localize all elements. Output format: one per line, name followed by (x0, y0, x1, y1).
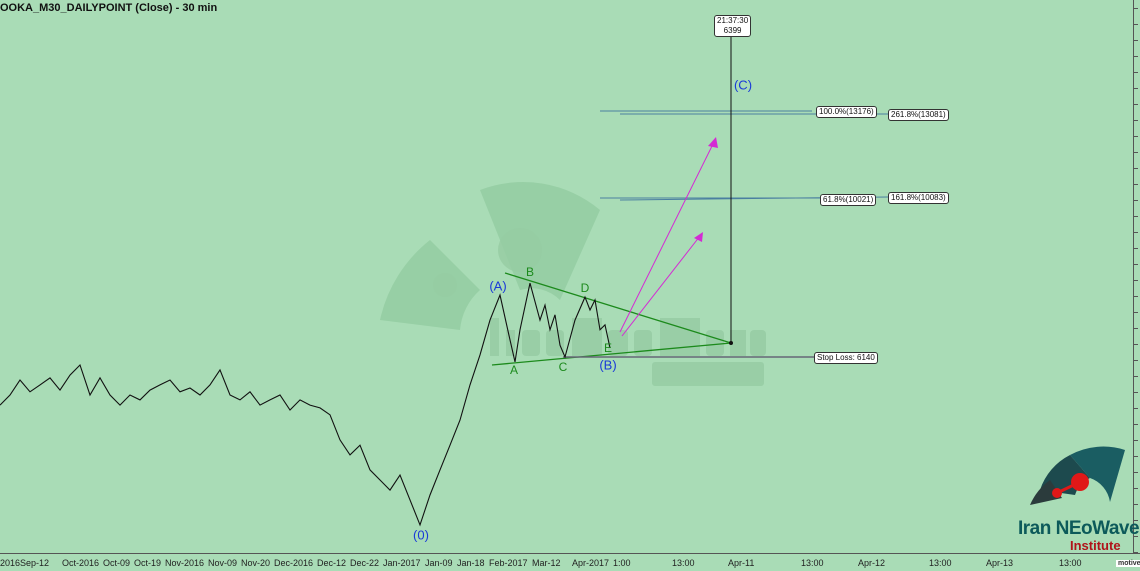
y-tick-mark (1134, 328, 1138, 329)
y-tick-mark (1134, 424, 1138, 425)
arrowhead-icon (708, 137, 718, 148)
y-tick-mark (1134, 360, 1138, 361)
wave-label-b: B (525, 265, 535, 279)
y-tick-mark (1134, 184, 1138, 185)
x-tick-label: 1:00 (613, 558, 631, 568)
fibonacci-lines (600, 110, 889, 201)
x-tick-label: Nov-20 (241, 558, 271, 568)
x-tick-label: Nov-2016 (165, 558, 205, 568)
y-tick-mark (1134, 56, 1138, 57)
y-tick-mark (1134, 280, 1138, 281)
y-tick-mark (1134, 120, 1138, 121)
x-tick-label: 13:00 (929, 558, 952, 568)
y-tick-mark (1134, 136, 1138, 137)
arrowhead-icon (694, 232, 703, 242)
time-marker-box[interactable]: 21:37:30 6399 (714, 15, 752, 37)
x-tick-label: 13:00 (672, 558, 695, 568)
x-tick-label: Feb-2017 (489, 558, 528, 568)
logo-icon (1030, 446, 1125, 505)
x-tick-label: Oct-2016 (62, 558, 100, 568)
x-tick-label: Mar-12 (532, 558, 561, 568)
y-tick-mark (1134, 232, 1138, 233)
triangle-upper-line (504, 272, 732, 344)
x-tick-label: Apr-12 (858, 558, 886, 568)
y-tick-mark (1134, 376, 1138, 377)
y-tick-mark (1134, 440, 1138, 441)
x-tick-label: 13:00 (801, 558, 824, 568)
x-tick-label: Dec-22 (350, 558, 380, 568)
x-tick-label: Apr-11 (728, 558, 755, 568)
y-tick-mark (1134, 200, 1138, 201)
triangle-lower-line (491, 342, 732, 366)
fib-label-161: 161.8%(10083) (888, 192, 949, 204)
fib-label-261: 261.8%(13081) (888, 109, 949, 121)
chart-title: OOKA_M30_DAILYPOINT (Close) - 30 min (0, 2, 218, 14)
apex-point (729, 341, 733, 345)
y-tick-mark (1134, 104, 1138, 105)
watermark-lettering-icon (490, 318, 766, 386)
y-tick-mark (1134, 344, 1138, 345)
wave-label-d: D (580, 281, 590, 295)
x-tick-label: Nov-09 (208, 558, 238, 568)
time-axis[interactable] (0, 553, 1140, 571)
projection-arrow-upper (619, 141, 715, 333)
y-tick-mark (1134, 504, 1138, 505)
y-tick-mark (1134, 456, 1138, 457)
wave-label-B-outer: (B) (599, 357, 617, 373)
y-tick-mark (1134, 408, 1138, 409)
wave-label-a: A (509, 363, 519, 377)
y-tick-mark (1134, 88, 1138, 89)
x-tick-label: Dec-2016 (274, 558, 314, 568)
wave-label-C-outer: (C) (733, 77, 753, 93)
x-tick-label: Apr-13 (986, 558, 1014, 568)
projection-arrow-lower (621, 235, 701, 337)
y-tick-mark (1134, 168, 1138, 169)
x-tick-label: Jan-2017 (383, 558, 421, 568)
x-tick-label: Apr-2017 (572, 558, 610, 568)
wave-label-c: C (558, 360, 568, 374)
wave-label-A-outer: (A) (489, 278, 507, 294)
y-tick-mark (1134, 552, 1138, 553)
y-tick-mark (1134, 392, 1138, 393)
y-tick-mark (1134, 472, 1138, 473)
x-tick-label: Jan-18 (457, 558, 485, 568)
stop-loss-label: Stop Loss: 6140 (814, 352, 878, 364)
y-tick-mark (1134, 40, 1138, 41)
time-marker-value: 6399 (723, 26, 742, 35)
y-tick-mark (1134, 24, 1138, 25)
x-tick-label: Dec-12 (317, 558, 347, 568)
y-tick-mark (1134, 216, 1138, 217)
logo-text: Iran NEoWave (1018, 518, 1140, 539)
price-series-line (0, 282, 611, 527)
y-tick-mark (1134, 296, 1138, 297)
fib-label-100: 100.0%(13176) (816, 106, 877, 118)
y-tick-mark (1134, 488, 1138, 489)
y-tick-mark (1134, 152, 1138, 153)
motivewave-brand: motivewave (1116, 560, 1140, 567)
x-tick-label: 13:00 (1059, 558, 1082, 568)
fib-label-61: 61.8%(10021) (820, 194, 877, 206)
y-tick-mark (1134, 536, 1138, 537)
y-tick-mark (1134, 248, 1138, 249)
x-tick-label: 2016Sep-12 (0, 558, 50, 568)
y-tick-mark (1134, 8, 1138, 9)
logo-subtext: Institute (1070, 538, 1121, 553)
wave-label-0: (0) (413, 527, 429, 543)
y-tick-mark (1134, 312, 1138, 313)
price-axis[interactable] (1133, 0, 1140, 553)
wave-label-e: E (603, 341, 613, 355)
y-tick-mark (1134, 520, 1138, 521)
x-tick-label: Oct-09 (103, 558, 131, 568)
time-marker-time: 21:37:30 (717, 16, 749, 25)
x-tick-label: Oct-19 (134, 558, 162, 568)
y-tick-mark (1134, 72, 1138, 73)
y-tick-mark (1134, 264, 1138, 265)
x-tick-label: Jan-09 (425, 558, 453, 568)
